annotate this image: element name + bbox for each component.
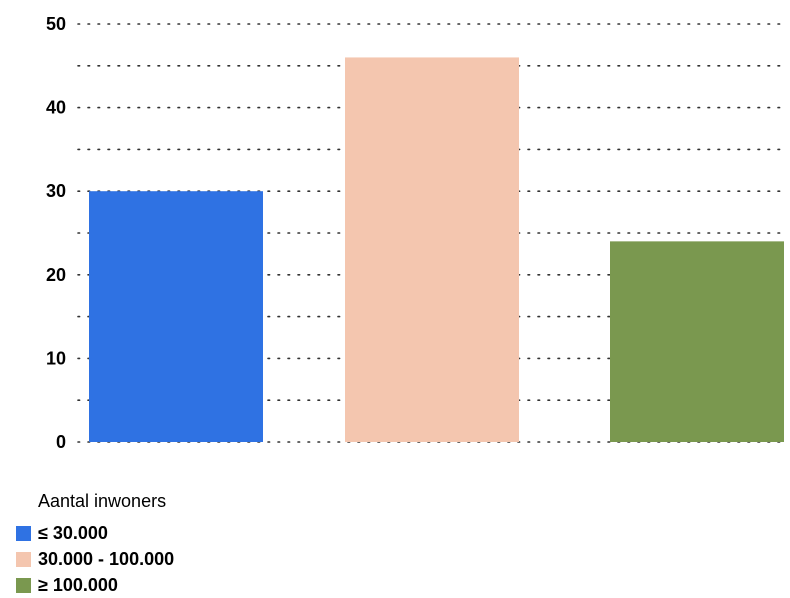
legend-title: Aantal inwoners	[38, 491, 167, 511]
legend-item: 30.000 - 100.000	[16, 546, 174, 572]
legend-label: 30.000 - 100.000	[38, 548, 175, 569]
bar	[345, 57, 519, 442]
legend-swatch	[16, 525, 31, 541]
legend-item: ≥ 100.000	[16, 572, 174, 598]
legend-swatch	[16, 577, 31, 593]
legend-label: ≤ 30.000	[38, 522, 108, 543]
y-tick-label: 20	[46, 265, 66, 285]
bar	[610, 241, 784, 442]
y-tick-label: 50	[46, 14, 66, 34]
y-tick-label: 30	[46, 181, 66, 201]
bar-chart: 0 10 20 30 40 50	[46, 14, 787, 452]
legend-item: ≤ 30.000	[16, 520, 174, 546]
legend: Aantal inwoners ≤ 30.000 30.000 - 100.00…	[16, 490, 174, 598]
y-tick-label: 0	[56, 432, 66, 452]
legend-label: ≥ 100.000	[38, 574, 118, 595]
legend-swatch	[16, 551, 31, 567]
y-tick-label: 40	[46, 98, 66, 118]
y-axis: 0 10 20 30 40 50	[46, 14, 66, 452]
y-tick-label: 10	[46, 348, 66, 368]
bars	[89, 57, 784, 442]
bar	[89, 191, 263, 442]
